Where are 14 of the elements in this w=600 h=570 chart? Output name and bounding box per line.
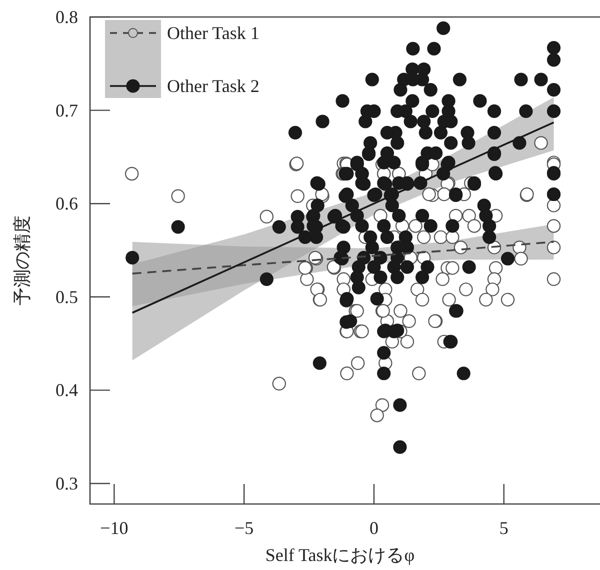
legend-label: Other Task 1 [167,23,260,43]
y-axis-title: 予測の精度 [12,216,32,306]
y-tick-label: 0.8 [56,7,78,27]
x-tick-label: 5 [499,518,508,538]
y-tick-label: 0.3 [56,473,78,494]
y-tick-label: 0.5 [56,286,78,307]
legend-label: Other Task 2 [167,76,260,96]
y-tick-label: 0.6 [56,194,78,214]
x-axis-title: Self Taskにおけるφ [265,545,415,565]
y-tick-label: 0.4 [56,380,78,400]
x-tick-label: −10 [100,518,128,538]
y-tick-label: 0.7 [56,100,78,120]
x-tick-label: 0 [369,518,378,538]
x-tick-label: −5 [234,518,254,538]
